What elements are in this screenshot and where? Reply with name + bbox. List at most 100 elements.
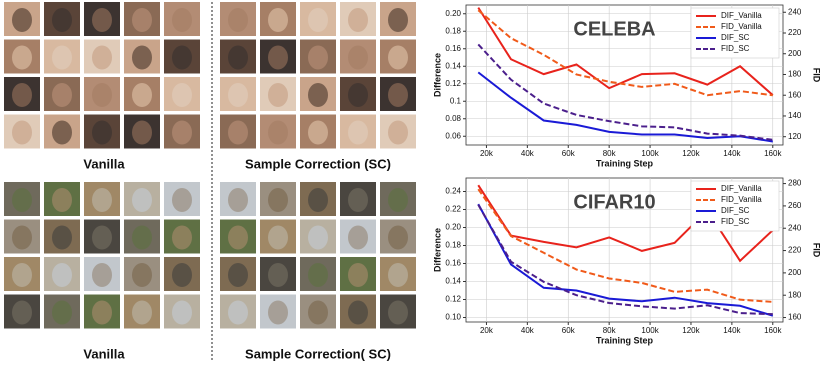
image-tile-detail	[268, 300, 288, 325]
image-tile-detail	[172, 120, 192, 145]
series-line	[477, 71, 773, 143]
series-line	[477, 188, 773, 303]
y-axis-label: Difference	[432, 228, 442, 272]
image-tile-detail	[308, 120, 328, 145]
image-tile-detail	[388, 263, 408, 287]
image-tile-detail	[388, 188, 408, 212]
y2-tick-label: 200	[788, 268, 802, 277]
image-tile-detail	[388, 225, 408, 250]
x-tick-label: 100k	[641, 149, 659, 158]
x-axis-label: Training Step	[596, 335, 654, 345]
image-tile-detail	[268, 8, 288, 32]
image-tile-detail	[92, 120, 112, 145]
legend-label: FID_Vanilla	[721, 22, 762, 31]
image-tile-detail	[388, 8, 408, 32]
y-tick-label: 0.18	[445, 241, 461, 250]
image-tile-detail	[268, 120, 288, 145]
y2-tick-label: 260	[788, 201, 802, 210]
image-tile-detail	[228, 83, 248, 107]
y2-tick-label: 280	[788, 179, 802, 188]
image-tile-detail	[12, 83, 32, 107]
x-axis-label: Training Step	[596, 158, 654, 168]
y2-tick-label: 160	[788, 313, 802, 322]
image-tile-detail	[52, 188, 72, 212]
y-tick-label: 0.10	[445, 313, 461, 322]
image-tile-detail	[92, 83, 112, 107]
image-tile-detail	[52, 83, 72, 107]
image-tile-detail	[52, 120, 72, 145]
x-tick-label: 20k	[480, 149, 494, 158]
y2-tick-label: 120	[788, 132, 802, 141]
y-tick-label: 0.22	[445, 205, 461, 214]
image-tile-detail	[348, 225, 368, 250]
image-tile-detail	[228, 188, 248, 212]
image-tile-detail	[308, 225, 328, 250]
image-tile-detail	[348, 263, 368, 287]
image-tile-detail	[228, 45, 248, 70]
y2-tick-label: 240	[788, 7, 802, 16]
image-tile-detail	[132, 300, 152, 325]
y-tick-label: 0.20	[445, 9, 461, 18]
image-tile-detail	[92, 225, 112, 250]
y2-tick-label: 160	[788, 90, 802, 99]
image-tile-detail	[348, 300, 368, 325]
y-tick-label: 0.12	[445, 295, 461, 304]
image-tile-detail	[12, 120, 32, 145]
image-tile-detail	[132, 8, 152, 32]
image-tile-detail	[172, 8, 192, 32]
image-tile-detail	[308, 300, 328, 325]
legend-label: FID_SC	[721, 44, 750, 53]
y-tick-label: 0.24	[445, 187, 461, 196]
image-tile-detail	[388, 83, 408, 107]
caption: Sample Correction (SC)	[245, 156, 391, 171]
y2-tick-label: 240	[788, 223, 802, 232]
series-line	[477, 43, 773, 141]
image-tile-detail	[52, 45, 72, 70]
y-tick-label: 0.12	[445, 79, 461, 88]
image-tile-detail	[92, 263, 112, 287]
x-tick-label: 100k	[641, 326, 659, 335]
y-tick-label: 0.18	[445, 26, 461, 35]
x-tick-label: 60k	[562, 326, 576, 335]
y2-tick-label: 220	[788, 28, 802, 37]
y2-tick-label: 180	[788, 290, 802, 299]
y-tick-label: 0.14	[445, 277, 461, 286]
y2-axis-label: FID	[812, 68, 822, 83]
image-tile-detail	[348, 188, 368, 212]
image-tile-detail	[388, 120, 408, 145]
caption: Vanilla	[83, 156, 125, 171]
image-tile-detail	[308, 45, 328, 70]
image-tile-detail	[132, 120, 152, 145]
image-tile-detail	[308, 263, 328, 287]
legend-label: FID_SC	[721, 217, 750, 226]
image-tile-detail	[228, 120, 248, 145]
image-grids	[4, 2, 416, 329]
image-tile-detail	[348, 120, 368, 145]
x-tick-label: 160k	[764, 149, 782, 158]
legend-label: DIF_Vanilla	[721, 11, 762, 20]
legend-label: DIF_SC	[721, 33, 750, 42]
image-tile-detail	[308, 83, 328, 107]
image-tile-detail	[268, 45, 288, 70]
series-line	[477, 184, 774, 263]
image-tile-detail	[172, 83, 192, 107]
y-tick-label: 0.06	[445, 131, 461, 140]
legend-label: FID_Vanilla	[721, 195, 762, 204]
image-tile-detail	[52, 263, 72, 287]
image-tile-detail	[52, 8, 72, 32]
legend-label: DIF_Vanilla	[721, 184, 762, 193]
image-tile-detail	[228, 263, 248, 287]
image-tile-detail	[12, 300, 32, 325]
image-tile-detail	[228, 8, 248, 32]
image-tile-detail	[268, 83, 288, 107]
image-tile-detail	[132, 225, 152, 250]
y-tick-label: 0.16	[445, 44, 461, 53]
image-tile-detail	[172, 225, 192, 250]
chart-title: CELEBA	[573, 18, 655, 40]
y-tick-label: 0.1	[450, 96, 462, 105]
x-tick-label: 140k	[723, 149, 741, 158]
image-tile-detail	[52, 225, 72, 250]
chart-title: CIFAR10	[573, 191, 655, 213]
x-tick-label: 140k	[723, 326, 741, 335]
